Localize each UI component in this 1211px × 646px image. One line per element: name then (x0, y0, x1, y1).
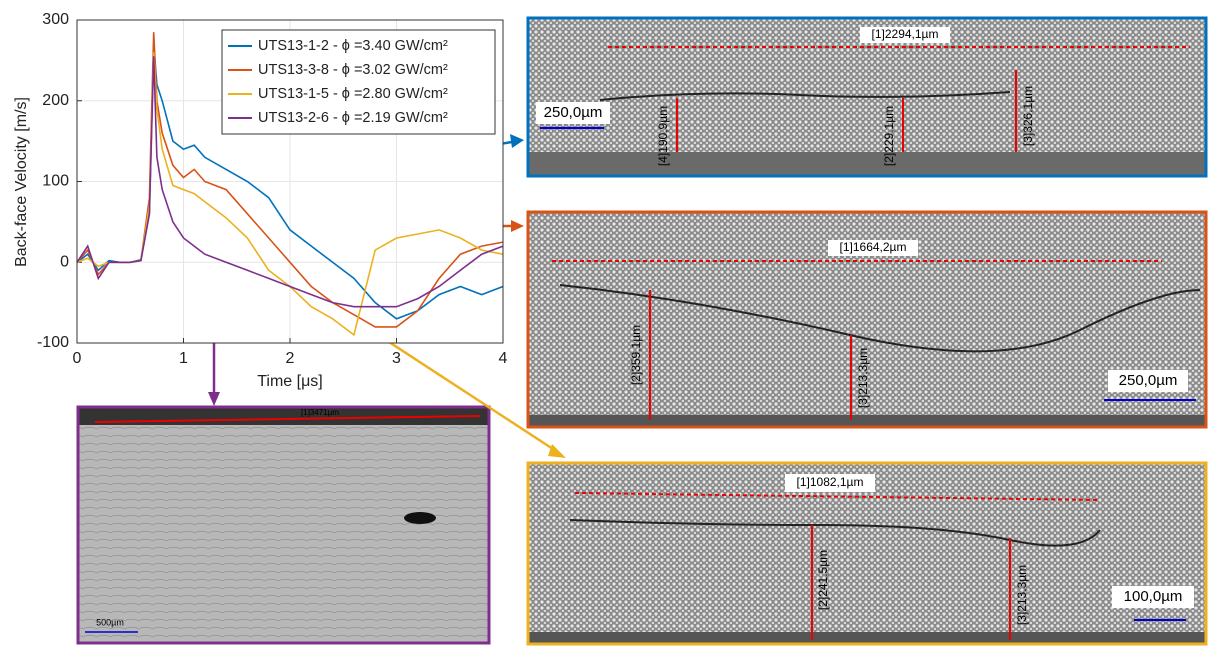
micrograph-4: [1]3471µm 500µm (76, 405, 491, 645)
x-tick-label: 3 (392, 350, 401, 367)
measure-label: [3]326,1µm (1021, 86, 1035, 146)
legend-label: UTS13-1-5 - ϕ =2.80 GW/cm² (258, 86, 448, 102)
measure-label: [3]213,3µm (856, 348, 870, 408)
y-axis-label: Back-face Velocity [m/s] (13, 97, 30, 267)
measure-label: [2]359,1µm (629, 325, 643, 385)
measure-label: [2]229,1µm (882, 106, 896, 166)
series-line (76, 56, 504, 308)
x-tick-label: 1 (179, 350, 188, 367)
scale-label: 250,0µm (544, 104, 603, 121)
y-tick-label: 200 (42, 92, 69, 109)
measure-label: [1]2294,1µm (872, 27, 939, 41)
scale-label: 250,0µm (1119, 372, 1178, 389)
legend-label: UTS13-3-8 - ϕ =3.02 GW/cm² (258, 62, 448, 78)
y-tick-label: 0 (60, 253, 69, 270)
x-tick-label: 4 (499, 350, 508, 367)
scale-label: 100,0µm (1124, 588, 1183, 605)
x-tick-label: 0 (73, 350, 82, 367)
measure-label: [3]213,3µm (1015, 565, 1029, 625)
legend-label: UTS13-1-2 - ϕ =3.40 GW/cm² (258, 38, 448, 54)
measure-label: [1]3471µm (301, 408, 339, 417)
legend-box (221, 29, 496, 135)
measure-label: [2]241,5µm (816, 550, 830, 610)
measure-label: [4]190,9µm (656, 106, 670, 166)
y-tick-label: 100 (42, 173, 69, 190)
measure-label: [1]1082,1µm (797, 475, 864, 489)
x-tick-label: 2 (286, 350, 295, 367)
legend-label: UTS13-2-6 - ϕ =2.19 GW/cm² (258, 110, 448, 126)
micrograph-2: [1]1664,2µm [2]359,1µm [3]213,3µm 250,0µ… (526, 210, 1208, 429)
scale-label: 500µm (96, 617, 124, 627)
y-tick-label: 300 (42, 11, 69, 28)
micrograph-1: [1]2294,1µm 250,0µm [4]190,9µm [2]229,1µ… (526, 16, 1208, 178)
plot-frame (76, 19, 504, 344)
x-axis-label: Time [μs] (257, 373, 323, 390)
y-tick-label: -100 (37, 334, 69, 351)
micrograph-3: [1]1082,1µm [2]241,5µm [3]213,3µm 100,0µ… (526, 461, 1208, 646)
line-chart: Back-face Velocity [m/s] Time [μs] -1000… (13, 11, 507, 390)
measure-label: [1]1664,2µm (840, 240, 907, 254)
